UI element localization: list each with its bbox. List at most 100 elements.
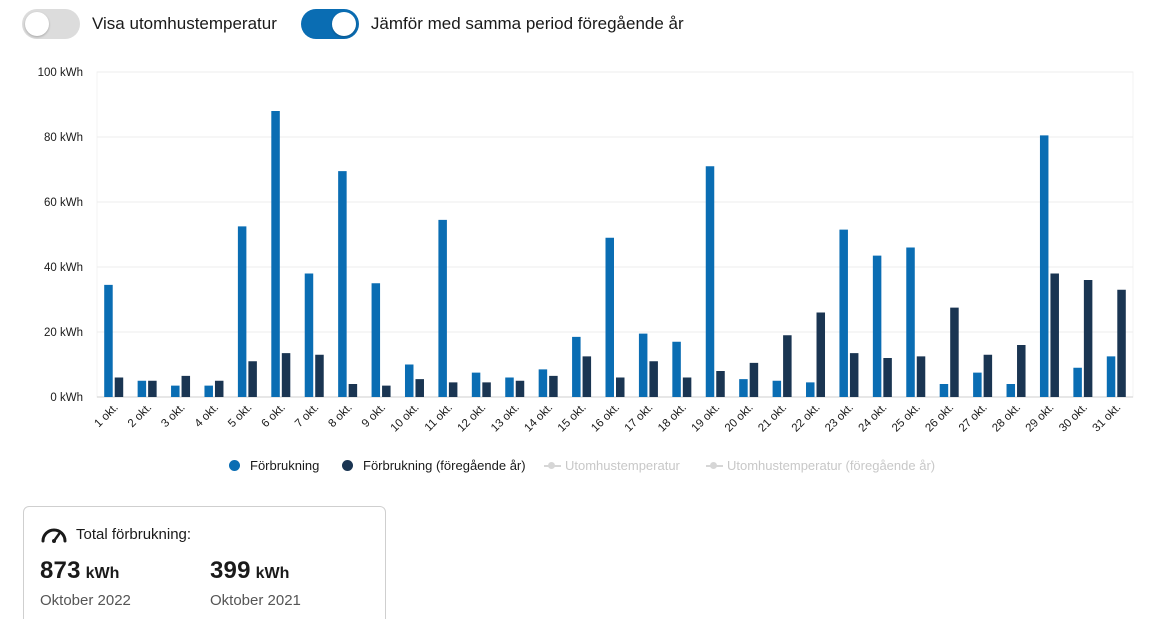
x-tick-label: 6 okt. (260, 402, 288, 430)
compare-previous-year-toggle[interactable] (300, 9, 359, 39)
bar-consumption-previous-year[interactable] (248, 361, 257, 397)
bar-consumption-previous-year[interactable] (114, 377, 124, 398)
bar-consumption-previous-year[interactable] (1017, 345, 1026, 397)
current-period-stat: 873 kWh Oktober 2022 (40, 557, 131, 609)
x-tick-label: 16 okt. (589, 402, 622, 435)
bar-consumption[interactable] (1006, 384, 1016, 397)
bar-consumption[interactable] (271, 111, 280, 397)
bar-consumption-previous-year[interactable] (1083, 280, 1093, 397)
bar-consumption-previous-year[interactable] (983, 354, 993, 397)
legend-item-outdoor-temperature[interactable]: Utomhustemperatur (544, 458, 680, 473)
x-tick-label: 26 okt. (923, 402, 956, 435)
x-tick-label: 11 okt. (423, 402, 455, 434)
bar-consumption[interactable] (839, 229, 848, 397)
bar-consumption-previous-year[interactable] (281, 353, 291, 397)
previous-total-number: 399 (210, 557, 251, 584)
bar-consumption-previous-year[interactable] (515, 380, 525, 397)
bar-consumption[interactable] (1106, 356, 1116, 397)
bar-consumption[interactable] (572, 336, 581, 397)
bar-consumption-previous-year[interactable] (883, 358, 892, 397)
bar-consumption-previous-year[interactable] (382, 385, 391, 397)
bar-consumption-previous-year[interactable] (916, 356, 926, 397)
bar-consumption[interactable] (672, 341, 681, 397)
bar-consumption-previous-year[interactable] (348, 384, 358, 397)
bar-consumption-previous-year[interactable] (616, 377, 625, 398)
bar-consumption[interactable] (605, 237, 615, 397)
bar-consumption-previous-year[interactable] (482, 382, 491, 397)
toggle-knob (331, 12, 356, 36)
bar-consumption-previous-year[interactable] (549, 375, 558, 397)
bar-consumption[interactable] (638, 333, 648, 397)
bar-consumption-previous-year[interactable] (849, 353, 859, 397)
bar-consumption-previous-year[interactable] (783, 335, 792, 397)
x-tick-label: 13 okt. (489, 402, 522, 435)
bar-consumption[interactable] (438, 219, 447, 397)
bar-consumption[interactable] (204, 385, 213, 397)
bar-consumption-previous-year[interactable] (682, 377, 692, 398)
x-tick-label: 20 okt. (723, 402, 756, 435)
bar-consumption[interactable] (137, 380, 147, 397)
bar-consumption[interactable] (1039, 135, 1049, 397)
bar-consumption[interactable] (772, 380, 782, 397)
x-tick-label: 15 okt. (556, 402, 589, 435)
bar-consumption[interactable] (906, 247, 915, 398)
toggle-row: Visa utomhustemperatur Jämför med samma … (22, 9, 708, 39)
bar-consumption[interactable] (471, 372, 481, 397)
bar-consumption[interactable] (939, 384, 949, 397)
x-tick-label: 19 okt. (689, 402, 722, 435)
bar-consumption-previous-year[interactable] (181, 375, 191, 397)
bar-consumption-previous-year[interactable] (716, 371, 725, 397)
legend-consumption-label: Förbrukning (250, 458, 320, 473)
bar-consumption[interactable] (1073, 367, 1082, 397)
consumption-bar-chart: 0 kWh 20 kWh 40 kWh 60 kWh 80 kWh 100 kWh 1 ok… (38, 67, 1134, 435)
y-tick-label: 20 kWh (44, 327, 83, 339)
bar-consumption[interactable] (973, 372, 982, 397)
bar-consumption-previous-year[interactable] (1050, 273, 1059, 398)
bar-consumption[interactable] (371, 283, 381, 397)
bar-consumption-previous-year[interactable] (816, 312, 826, 398)
bar-consumption[interactable] (505, 377, 514, 398)
x-tick-label: 12 okt. (456, 402, 489, 435)
outdoor-temperature-toggle-label[interactable]: Visa utomhustemperatur (92, 14, 277, 33)
previous-period-stat: 399 kWh Oktober 2021 (210, 557, 301, 609)
legend-item-consumption-previous-year[interactable]: Förbrukning (föregående år) (342, 458, 526, 473)
bar-consumption[interactable] (806, 382, 815, 397)
toggle-knob (25, 12, 49, 36)
bar-consumption-previous-year[interactable] (448, 382, 458, 397)
bar-consumption-previous-year[interactable] (649, 361, 658, 397)
bar-consumption-previous-year[interactable] (148, 380, 157, 397)
x-tick-label: 5 okt. (226, 402, 254, 430)
bar-consumption[interactable] (705, 166, 715, 397)
bar-consumption-previous-year[interactable] (1117, 289, 1126, 397)
card-title: Total förbrukning: (40, 525, 191, 543)
bar-consumption[interactable] (404, 364, 414, 398)
current-total-unit: kWh (85, 565, 120, 582)
chart-legend: Förbrukning Förbrukning (föregående år) … (0, 458, 1151, 476)
bar-consumption[interactable] (104, 284, 113, 397)
bar-consumption-previous-year[interactable] (415, 379, 424, 397)
x-tick-label: 7 okt. (293, 402, 321, 430)
x-tick-label: 9 okt. (360, 402, 388, 430)
bar-consumption[interactable] (171, 385, 180, 397)
outdoor-temperature-toggle[interactable] (22, 9, 80, 39)
bar-consumption-previous-year[interactable] (582, 356, 592, 397)
bar-consumption[interactable] (739, 379, 748, 397)
compare-previous-year-toggle-label[interactable]: Jämför med samma period föregående år (370, 14, 684, 33)
y-tick-label: 80 kWh (44, 132, 83, 144)
bar-consumption[interactable] (338, 171, 347, 397)
bar-consumption-previous-year[interactable] (315, 354, 324, 397)
bar-consumption[interactable] (538, 369, 548, 397)
legend-outdoor-temperature-previous-year-marker (706, 460, 723, 471)
legend-consumption-previous-year-label: Förbrukning (föregående år) (363, 458, 526, 473)
legend-item-outdoor-temperature-previous-year[interactable]: Utomhustemperatur (föregående år) (706, 458, 935, 473)
x-tick-label: 3 okt. (159, 402, 187, 430)
speedometer-icon (41, 528, 67, 543)
bar-consumption[interactable] (237, 226, 247, 397)
bar-consumption[interactable] (872, 255, 882, 397)
bar-consumption-previous-year[interactable] (950, 307, 959, 397)
bar-consumption-previous-year[interactable] (214, 380, 224, 397)
bar-consumption[interactable] (304, 273, 314, 398)
legend-item-consumption[interactable]: Förbrukning (229, 458, 319, 473)
bar-consumption-previous-year[interactable] (749, 362, 759, 397)
x-tick-label: 23 okt. (823, 402, 856, 435)
